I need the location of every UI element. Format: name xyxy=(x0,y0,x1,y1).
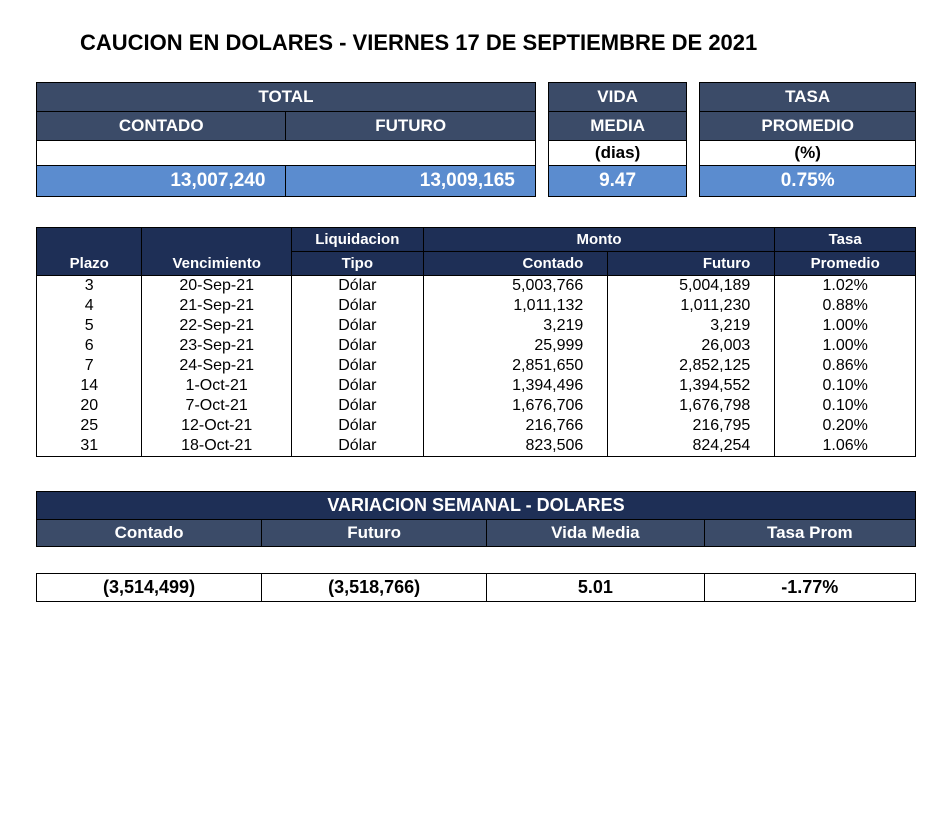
cell-futuro: 216,795 xyxy=(608,416,775,436)
variation-title: VARIACION SEMANAL - DOLARES xyxy=(37,492,916,520)
cell-tasa: 1.00% xyxy=(775,316,916,336)
cell-tipo: Dólar xyxy=(291,376,423,396)
table-row: 141-Oct-21Dólar1,394,4961,394,5520.10% xyxy=(37,376,916,396)
cell-tipo: Dólar xyxy=(291,396,423,416)
cell-contado: 5,003,766 xyxy=(423,276,608,297)
cell-tasa: 1.02% xyxy=(775,276,916,297)
detail-hdr-futuro: Futuro xyxy=(608,252,775,276)
table-row: 522-Sep-21Dólar3,2193,2191.00% xyxy=(37,316,916,336)
detail-hdr-monto: Monto xyxy=(423,228,775,252)
cell-futuro: 824,254 xyxy=(608,436,775,457)
summary-unit-dias: (dias) xyxy=(548,141,686,166)
cell-contado: 823,506 xyxy=(423,436,608,457)
page-title: CAUCION EN DOLARES - VIERNES 17 DE SEPTI… xyxy=(80,30,916,56)
cell-contado: 1,394,496 xyxy=(423,376,608,396)
table-row: 2512-Oct-21Dólar216,766216,7950.20% xyxy=(37,416,916,436)
cell-tasa: 1.06% xyxy=(775,436,916,457)
cell-futuro: 1,676,798 xyxy=(608,396,775,416)
cell-tasa: 0.86% xyxy=(775,356,916,376)
summary-hdr-tasa: TASA xyxy=(700,83,916,112)
detail-hdr-vencimiento: Vencimiento xyxy=(142,228,291,276)
summary-hdr-contado: CONTADO xyxy=(37,112,286,141)
cell-contado: 1,676,706 xyxy=(423,396,608,416)
cell-vencimiento: 24-Sep-21 xyxy=(142,356,291,376)
cell-plazo: 3 xyxy=(37,276,142,297)
summary-val-vidamedia: 9.47 xyxy=(548,166,686,197)
cell-futuro: 5,004,189 xyxy=(608,276,775,297)
variation-hdr-vidamedia: Vida Media xyxy=(487,520,704,547)
cell-vencimiento: 22-Sep-21 xyxy=(142,316,291,336)
detail-hdr-tasa: Tasa xyxy=(775,228,916,252)
cell-vencimiento: 21-Sep-21 xyxy=(142,296,291,316)
cell-futuro: 26,003 xyxy=(608,336,775,356)
cell-tasa: 0.88% xyxy=(775,296,916,316)
cell-vencimiento: 18-Oct-21 xyxy=(142,436,291,457)
cell-plazo: 14 xyxy=(37,376,142,396)
cell-plazo: 6 xyxy=(37,336,142,356)
summary-val-futuro: 13,009,165 xyxy=(286,166,535,197)
table-row: 724-Sep-21Dólar2,851,6502,852,1250.86% xyxy=(37,356,916,376)
cell-vencimiento: 7-Oct-21 xyxy=(142,396,291,416)
detail-hdr-plazo: Plazo xyxy=(37,228,142,276)
table-row: 207-Oct-21Dólar1,676,7061,676,7980.10% xyxy=(37,396,916,416)
detail-hdr-tipo: Tipo xyxy=(291,252,423,276)
cell-plazo: 31 xyxy=(37,436,142,457)
cell-tasa: 0.10% xyxy=(775,376,916,396)
cell-plazo: 4 xyxy=(37,296,142,316)
cell-futuro: 1,011,230 xyxy=(608,296,775,316)
cell-contado: 216,766 xyxy=(423,416,608,436)
summary-hdr-media: MEDIA xyxy=(548,112,686,141)
cell-plazo: 5 xyxy=(37,316,142,336)
cell-tipo: Dólar xyxy=(291,356,423,376)
detail-hdr-contado: Contado xyxy=(423,252,608,276)
variation-val-contado: (3,514,499) xyxy=(37,574,262,602)
table-row: 623-Sep-21Dólar25,99926,0031.00% xyxy=(37,336,916,356)
cell-futuro: 2,852,125 xyxy=(608,356,775,376)
cell-contado: 2,851,650 xyxy=(423,356,608,376)
cell-vencimiento: 12-Oct-21 xyxy=(142,416,291,436)
table-row: 320-Sep-21Dólar5,003,7665,004,1891.02% xyxy=(37,276,916,297)
variation-val-vidamedia: 5.01 xyxy=(487,574,704,602)
variation-hdr-futuro: Futuro xyxy=(262,520,487,547)
cell-tipo: Dólar xyxy=(291,436,423,457)
variation-hdr-contado: Contado xyxy=(37,520,262,547)
detail-hdr-liquidacion: Liquidacion xyxy=(291,228,423,252)
variation-val-futuro: (3,518,766) xyxy=(262,574,487,602)
summary-val-contado: 13,007,240 xyxy=(37,166,286,197)
cell-tasa: 1.00% xyxy=(775,336,916,356)
summary-val-tasaprom: 0.75% xyxy=(700,166,916,197)
table-row: 3118-Oct-21Dólar823,506824,2541.06% xyxy=(37,436,916,457)
cell-tipo: Dólar xyxy=(291,296,423,316)
variation-table: VARIACION SEMANAL - DOLARES Contado Futu… xyxy=(36,491,916,602)
variation-val-tasaprom: -1.77% xyxy=(704,574,915,602)
summary-table: TOTAL VIDA TASA CONTADO FUTURO MEDIA PRO… xyxy=(36,82,916,197)
cell-tasa: 0.10% xyxy=(775,396,916,416)
cell-vencimiento: 23-Sep-21 xyxy=(142,336,291,356)
cell-plazo: 7 xyxy=(37,356,142,376)
cell-tipo: Dólar xyxy=(291,316,423,336)
cell-contado: 3,219 xyxy=(423,316,608,336)
cell-contado: 25,999 xyxy=(423,336,608,356)
cell-plazo: 20 xyxy=(37,396,142,416)
cell-contado: 1,011,132 xyxy=(423,296,608,316)
cell-tipo: Dólar xyxy=(291,276,423,297)
cell-tipo: Dólar xyxy=(291,336,423,356)
summary-hdr-promedio: PROMEDIO xyxy=(700,112,916,141)
cell-tasa: 0.20% xyxy=(775,416,916,436)
cell-plazo: 25 xyxy=(37,416,142,436)
cell-vencimiento: 20-Sep-21 xyxy=(142,276,291,297)
summary-hdr-total: TOTAL xyxy=(37,83,536,112)
detail-hdr-promedio: Promedio xyxy=(775,252,916,276)
cell-tipo: Dólar xyxy=(291,416,423,436)
summary-hdr-futuro: FUTURO xyxy=(286,112,535,141)
cell-futuro: 1,394,552 xyxy=(608,376,775,396)
summary-hdr-vida: VIDA xyxy=(548,83,686,112)
variation-hdr-tasaprom: Tasa Prom xyxy=(704,520,915,547)
table-row: 421-Sep-21Dólar1,011,1321,011,2300.88% xyxy=(37,296,916,316)
cell-vencimiento: 1-Oct-21 xyxy=(142,376,291,396)
detail-table: Plazo Vencimiento Liquidacion Monto Tasa… xyxy=(36,227,916,457)
summary-unit-pct: (%) xyxy=(700,141,916,166)
cell-futuro: 3,219 xyxy=(608,316,775,336)
